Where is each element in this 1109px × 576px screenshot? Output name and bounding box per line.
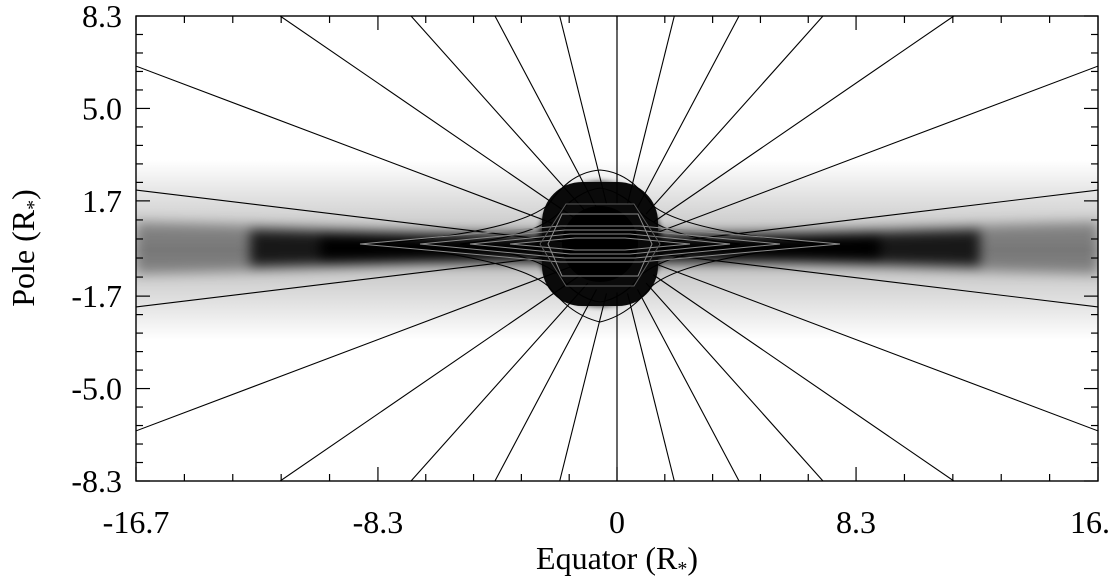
x-axis-label-close: ) (687, 540, 698, 576)
outer-contour (379, 169, 821, 323)
x-axis-ticks (135, 16, 1099, 481)
plot-area (136, 16, 1098, 481)
y-tick-label: -5.0 (71, 371, 122, 407)
x-tick-label: 16.7 (1070, 504, 1109, 540)
radial-line (626, 16, 675, 204)
radial-line (279, 274, 582, 481)
radial-line (626, 293, 675, 481)
radial-line (136, 65, 577, 233)
radial-line (652, 274, 955, 481)
y-axis-tick-labels: 8.3 5.0 1.7 -1.7 -5.0 -8.3 (71, 0, 122, 499)
radial-line (279, 16, 582, 223)
y-axis-label: Pole (R*) (5, 189, 45, 307)
radial-line (410, 282, 589, 481)
radial-line (636, 289, 740, 481)
radial-line (559, 293, 608, 481)
x-axis-label: Equator (R*) (536, 540, 698, 576)
radial-line (657, 65, 1098, 233)
x-tick-label: -8.3 (353, 504, 404, 540)
radial-line (657, 264, 1098, 432)
radial-lines (136, 16, 1098, 481)
disk-contours (359, 203, 841, 287)
y-tick-label: 5.0 (82, 90, 122, 126)
radial-line (494, 289, 598, 481)
y-tick-label: -1.7 (71, 278, 122, 314)
y-axis-label-close: ) (5, 189, 41, 200)
radial-line (136, 253, 574, 308)
radial-line (645, 282, 824, 481)
y-axis-ticks (136, 15, 1098, 482)
radial-line (652, 16, 955, 223)
x-tick-label: 8.3 (836, 504, 876, 540)
central-core (538, 182, 662, 306)
y-tick-label: -8.3 (71, 463, 122, 499)
radial-line (636, 16, 740, 208)
y-axis-label-subscript: * (23, 200, 45, 210)
radial-line (136, 264, 577, 432)
y-tick-label: 8.3 (82, 0, 122, 34)
x-axis-tick-labels: -16.7 -8.3 0 8.3 16.7 (103, 504, 1109, 540)
radial-line (559, 16, 608, 204)
y-tick-label: 1.7 (82, 183, 122, 219)
radial-line (136, 189, 574, 244)
radial-line (660, 253, 1098, 308)
x-axis-label-subscript: * (677, 558, 687, 576)
x-tick-label: -16.7 (103, 504, 170, 540)
radial-line (410, 16, 589, 215)
radial-line (645, 16, 824, 215)
x-tick-label: 0 (609, 504, 625, 540)
